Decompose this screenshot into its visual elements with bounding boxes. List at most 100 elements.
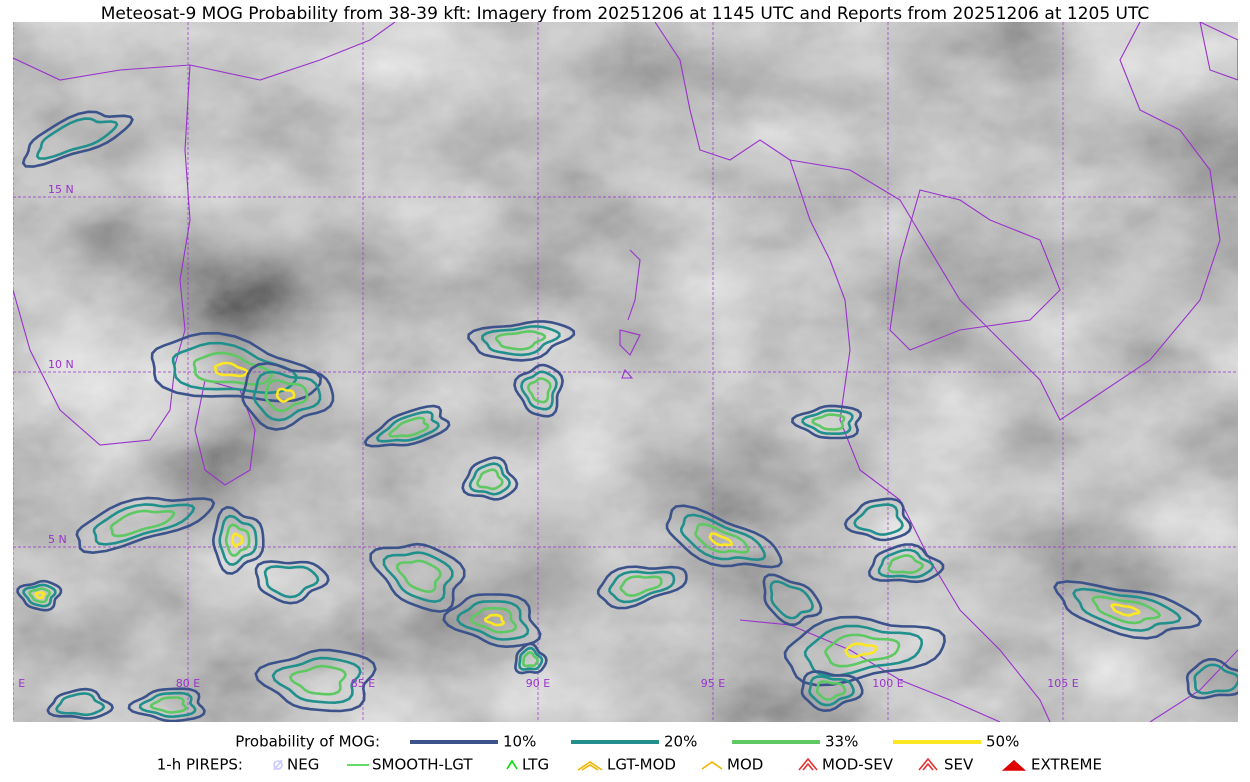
contour [1193, 663, 1238, 695]
contour [800, 670, 864, 713]
contour [679, 513, 767, 562]
lon-label: 85 E [351, 677, 375, 690]
lon-label: 95 E [701, 677, 725, 690]
legend-label: NEG [287, 756, 319, 774]
legend-label: 33% [825, 733, 858, 751]
contour [844, 642, 878, 659]
contour [853, 503, 904, 536]
contour [92, 503, 196, 546]
contour [476, 468, 504, 491]
legend-title: 1-h PIREPS: [157, 756, 243, 774]
contour [520, 370, 558, 411]
contour [127, 687, 206, 722]
contour [271, 656, 362, 705]
lon-label: 80 E [176, 677, 200, 690]
pirep-symbol [1001, 759, 1027, 771]
contour [387, 416, 430, 438]
pirep-symbol [798, 757, 818, 771]
contour [254, 648, 377, 713]
legend-label: 50% [986, 733, 1019, 751]
contour [494, 330, 547, 351]
lon-label: 105 E [1047, 677, 1078, 690]
contour [211, 505, 265, 575]
contour [596, 565, 688, 610]
contour [769, 580, 815, 620]
contour [264, 379, 309, 413]
contour [867, 543, 945, 584]
graticule [13, 22, 1238, 722]
pirep-symbol [701, 761, 723, 770]
lon-label: 90 E [526, 677, 550, 690]
coastline [13, 22, 396, 446]
lat-label: 5 N [48, 533, 67, 546]
contour [801, 408, 854, 435]
contour [369, 542, 466, 613]
contour [1110, 603, 1141, 617]
map: 15 N 10 N 5 N 75 E 80 E 85 E 90 E 95 E 100 E 105 … [13, 22, 1238, 722]
contour [665, 504, 783, 569]
pirep-symbol [577, 761, 603, 771]
legend-label: MOD [727, 756, 763, 774]
contour [138, 691, 197, 719]
contour [783, 615, 946, 687]
contour [231, 532, 244, 548]
contour [843, 497, 913, 542]
coastline [654, 22, 1221, 722]
contour [288, 664, 347, 696]
contour [824, 633, 901, 668]
mog-contours [16, 110, 1238, 722]
pirep-symbol [506, 759, 518, 770]
contour [382, 551, 454, 604]
contour [467, 320, 576, 362]
contour [1185, 657, 1238, 700]
contour [22, 583, 57, 608]
contour [461, 456, 519, 501]
legend: Probability of MOG: 10% 20% 33% 50% 1-h PIREP… [157, 733, 1102, 774]
contour [513, 363, 564, 418]
lat-label: 15 N [48, 183, 74, 196]
legend-label: 10% [503, 733, 536, 751]
contour [791, 404, 862, 440]
contour [608, 570, 676, 604]
coastline [619, 22, 1238, 379]
contour [254, 560, 330, 605]
contour [16, 579, 63, 612]
contour [46, 687, 115, 720]
contour [396, 559, 442, 594]
contour [213, 361, 249, 378]
lon-label: 100 E [872, 677, 903, 690]
legend-label: MOD-SEV [822, 756, 894, 774]
contour [483, 613, 505, 627]
contour [1091, 595, 1162, 625]
contour [375, 410, 441, 443]
contour [762, 573, 823, 627]
contour [224, 523, 251, 557]
title: Meteosat-9 MOG Probability from 38-39 kf… [101, 4, 1150, 24]
contour [275, 387, 296, 403]
contour [619, 575, 663, 597]
contour [514, 642, 548, 675]
contour [21, 110, 134, 168]
contour [808, 675, 855, 707]
coastline [889, 189, 1061, 351]
legend-title: Probability of MOG: [235, 733, 380, 751]
contour [75, 496, 216, 555]
contour [694, 522, 750, 554]
contour [1072, 587, 1182, 632]
contour [218, 514, 258, 566]
contour [1053, 580, 1203, 640]
contour [252, 370, 322, 422]
contour [521, 651, 539, 668]
pirep-symbol [273, 759, 283, 771]
legend-label: 20% [664, 733, 697, 751]
contour [55, 692, 106, 717]
contour [811, 413, 846, 431]
contour [34, 591, 46, 600]
contour [518, 646, 544, 671]
lat-label: 10 N [48, 358, 74, 371]
contour [28, 587, 51, 604]
pirep-symbol [918, 757, 938, 771]
contour [109, 509, 176, 538]
legend-label: LTG [522, 756, 549, 774]
